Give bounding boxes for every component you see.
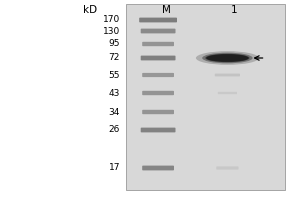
FancyBboxPatch shape — [141, 29, 176, 33]
FancyBboxPatch shape — [142, 166, 174, 170]
Bar — [126, 4, 285, 190]
Text: 43: 43 — [109, 88, 120, 98]
Text: 95: 95 — [109, 40, 120, 48]
FancyBboxPatch shape — [141, 128, 176, 132]
Text: 1: 1 — [231, 5, 237, 15]
Ellipse shape — [196, 51, 259, 65]
Text: 26: 26 — [109, 126, 120, 134]
FancyBboxPatch shape — [139, 18, 177, 22]
Text: 130: 130 — [103, 26, 120, 36]
Ellipse shape — [202, 53, 253, 63]
Text: 170: 170 — [103, 16, 120, 24]
FancyBboxPatch shape — [218, 92, 237, 94]
FancyBboxPatch shape — [141, 56, 176, 60]
FancyBboxPatch shape — [215, 74, 240, 76]
Text: kD: kD — [83, 5, 97, 15]
Text: 55: 55 — [109, 71, 120, 79]
Ellipse shape — [205, 54, 250, 62]
Text: 34: 34 — [109, 108, 120, 116]
Text: M: M — [162, 5, 171, 15]
Text: 72: 72 — [109, 53, 120, 62]
Ellipse shape — [206, 54, 248, 62]
FancyBboxPatch shape — [216, 166, 238, 170]
FancyBboxPatch shape — [142, 110, 174, 114]
FancyBboxPatch shape — [142, 42, 174, 46]
Text: 17: 17 — [109, 163, 120, 172]
FancyBboxPatch shape — [142, 91, 174, 95]
FancyBboxPatch shape — [142, 73, 174, 77]
